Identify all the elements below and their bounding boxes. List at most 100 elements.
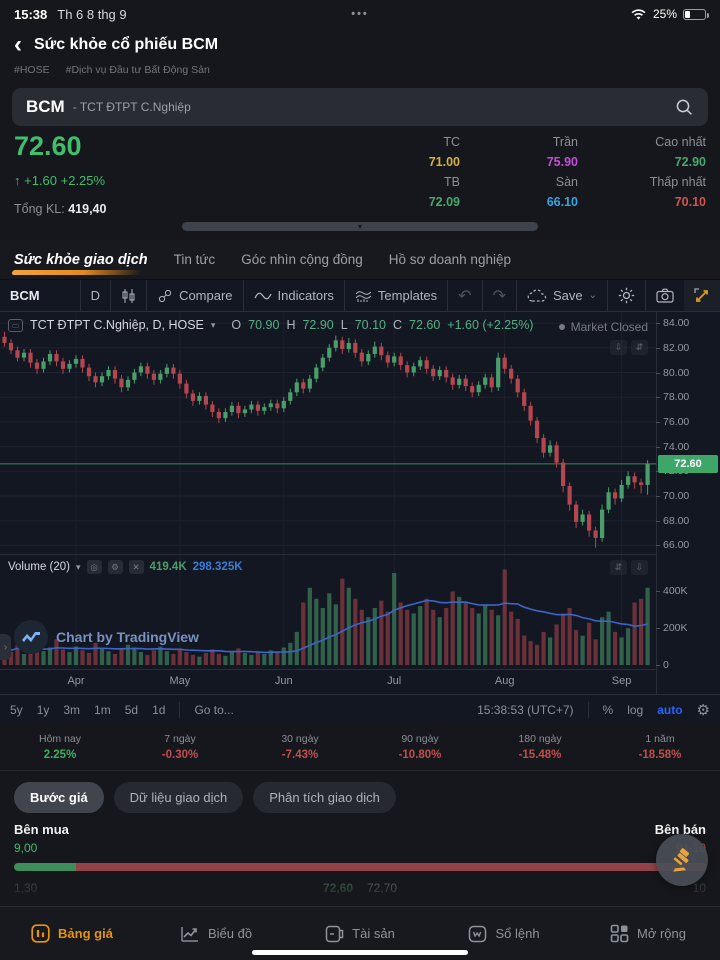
tv-bottom-toolbar: 5y 1y 3m 1m 5d 1d Go to... 15:38:53 (UTC… <box>0 694 720 724</box>
status-date: Th 6 8 thg 9 <box>57 6 127 22</box>
tab-price-steps[interactable]: Bước giá <box>14 782 104 813</box>
tv-toolbar: BCM D Compare Indicators Templates ↶ ↷ S… <box>0 280 720 312</box>
close-icon[interactable]: ✕ <box>128 560 144 574</box>
nav-orders[interactable]: Sổ lệnh <box>432 907 576 960</box>
nav-price-board[interactable]: Bảng giá <box>0 907 144 960</box>
nav-assets[interactable]: Tài sản <box>288 907 432 960</box>
range-3m[interactable]: 3m <box>63 702 81 717</box>
stat-value: 71.00 <box>428 155 460 169</box>
percent-scale-button[interactable]: % <box>602 702 614 717</box>
grid-icon <box>610 924 629 943</box>
pane-collapse-icon[interactable]: ⇩ <box>610 340 627 355</box>
goto-button[interactable]: Go to... <box>194 702 234 717</box>
price-axis-label: 74.00 <box>655 441 690 453</box>
chart-clock[interactable]: 15:38:53 (UTC+7) <box>477 702 574 717</box>
row-ask-price: 72,70 <box>367 881 398 895</box>
sell-ratio-segment <box>76 863 706 871</box>
tab-company-profile[interactable]: Hồ sơ doanh nghiệp <box>388 252 511 267</box>
price-step-row[interactable]: 1,30 72,60 72,70 10 <box>14 881 706 895</box>
snapshot-button[interactable] <box>646 280 684 311</box>
undo-button[interactable]: ↶ <box>448 280 483 311</box>
log-scale-button[interactable]: log <box>627 702 644 717</box>
range-1y[interactable]: 1y <box>36 702 50 717</box>
price-axis-label: 76.00 <box>655 416 690 428</box>
nav-chart[interactable]: Biểu đồ <box>144 907 288 960</box>
drawing-toolbar-handle[interactable]: › <box>0 634 11 660</box>
panel-gear-icon[interactable]: ⚙ <box>696 701 710 719</box>
status-bar: 15:38 Th 6 8 thg 9 ••• 25% <box>0 0 720 28</box>
tab-news[interactable]: Tin tức <box>173 252 216 267</box>
pane-maximize-icon[interactable]: ⇩ <box>631 560 648 575</box>
save-button[interactable]: Save ⌄ <box>515 280 608 311</box>
buy-ratio-segment <box>14 863 77 871</box>
order-book: Bên mua Bên bán 9,00 91,10 1,30 72,6072,… <box>0 822 720 908</box>
search-bar[interactable]: BCM - TCT ĐTPT C.Nghiệp <box>12 88 708 126</box>
search-icon[interactable] <box>675 98 694 117</box>
section-tabs: Sức khỏe giao dịch Tin tức Góc nhìn cộng… <box>0 240 720 280</box>
volume-series <box>2 569 650 666</box>
back-icon[interactable]: ‹ <box>14 31 22 58</box>
pane-maximize-icon[interactable]: ⇵ <box>631 340 648 355</box>
chart-icon <box>180 925 200 943</box>
price-axis[interactable]: 84.0082.0080.0078.0076.0074.0072.0070.00… <box>655 312 720 694</box>
quick-order-fab[interactable] <box>656 834 708 886</box>
eye-icon[interactable]: ◎ <box>86 560 102 574</box>
range-1d[interactable]: 1d <box>152 702 166 717</box>
range-1m[interactable]: 1m <box>94 702 111 717</box>
redo-button[interactable]: ↷ <box>483 280 516 311</box>
multitask-dots-icon: ••• <box>351 8 369 20</box>
detail-tabs: Bước giá Dữ liệu giao dịch Phân tích gia… <box>14 782 396 813</box>
collapse-handle[interactable]: ▾ <box>182 222 538 231</box>
chart-settings-button[interactable] <box>608 280 646 311</box>
time-axis-label: Jun <box>274 675 293 687</box>
symbol-button[interactable]: BCM <box>0 280 81 311</box>
pane-up-icon[interactable]: ⇵ <box>610 560 627 575</box>
interval-button[interactable]: D <box>81 280 112 311</box>
auto-scale-button[interactable]: auto <box>657 702 683 717</box>
tag-row: #HOSE #Dịch vụ Đầu tư Bất Động Sản <box>14 64 210 76</box>
search-symbol: BCM <box>26 97 65 116</box>
tag-exchange[interactable]: #HOSE <box>14 64 50 76</box>
legend-source-icon[interactable]: ▭ <box>8 318 23 332</box>
volume-axis-label: 400K <box>656 585 688 597</box>
time-axis-label: Jul <box>387 675 402 687</box>
perf-value: -10.80% <box>398 749 442 761</box>
total-volume: Tổng KL: 419,40 <box>14 202 107 216</box>
legend-close: 72.60 <box>409 318 441 332</box>
time-axis-label: Sep <box>611 675 632 687</box>
perf-value: -18.58% <box>638 749 682 761</box>
candles-series <box>2 331 650 548</box>
pane-buttons: ⇩ ⇵ <box>610 340 648 355</box>
fullscreen-button[interactable] <box>684 280 720 311</box>
price-change: ↑ +1.60 +2.25% <box>14 172 106 188</box>
home-indicator[interactable] <box>252 950 468 955</box>
nav-more[interactable]: Mở rộng <box>576 907 720 960</box>
tradingview-logo-icon <box>14 620 48 654</box>
templates-button[interactable]: Templates <box>345 280 449 311</box>
chart-style-button[interactable] <box>111 280 148 311</box>
stat-label: TC <box>443 135 460 149</box>
tab-community[interactable]: Góc nhìn cộng đồng <box>241 252 363 267</box>
volume-indicator-label[interactable]: Volume (20) <box>8 561 71 573</box>
range-5d[interactable]: 5d <box>124 702 139 717</box>
stat-label: Trần <box>552 135 578 149</box>
time-axis[interactable]: Apr May Jun Jul Aug Sep <box>0 669 656 694</box>
tab-trading-health[interactable]: Sức khỏe giao dịch <box>11 246 148 275</box>
camera-icon <box>656 288 674 303</box>
volume-pane[interactable]: Volume (20) ▾ ◎ ⚙ ✕ 419.4K 298.325K ⇵ ⇩ … <box>0 554 656 668</box>
perf-value: -15.48% <box>518 749 562 761</box>
tradingview-attribution[interactable]: Chart by TradingView <box>14 620 199 654</box>
compare-button[interactable]: Compare <box>147 280 244 311</box>
legend-title[interactable]: TCT ĐTPT C.Nghiệp, D, HOSE <box>30 318 204 332</box>
indicator-settings-icon[interactable]: ⚙ <box>107 560 123 574</box>
tag-sector[interactable]: #Dịch vụ Đầu tư Bất Động Sản <box>65 64 210 76</box>
tab-trade-analysis[interactable]: Phân tích giao dịch <box>253 782 396 813</box>
range-5y[interactable]: 5y <box>10 702 23 717</box>
tab-trade-data[interactable]: Dữ liệu giao dịch <box>113 782 244 813</box>
indicators-button[interactable]: Indicators <box>244 280 345 311</box>
compare-icon <box>157 288 173 304</box>
pane-buttons: ⇵ ⇩ <box>610 560 648 575</box>
undo-icon: ↶ <box>458 287 472 305</box>
